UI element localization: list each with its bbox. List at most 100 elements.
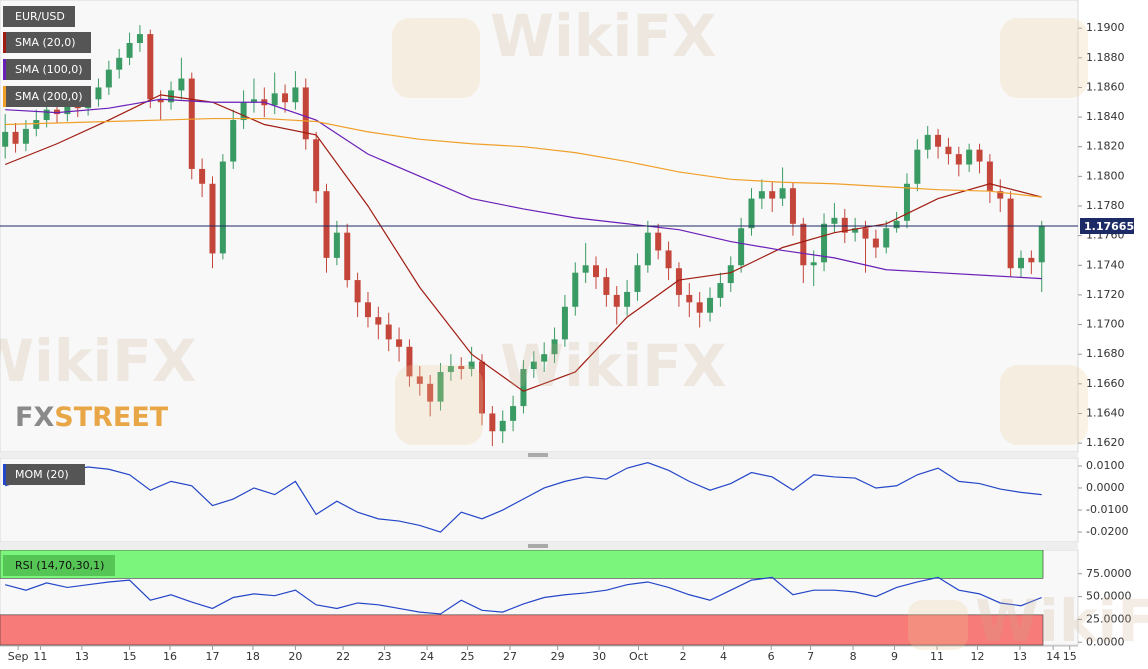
- candle-body: [520, 369, 527, 407]
- logo: FXSTREET: [15, 402, 169, 433]
- indicator-line: [4, 94, 1042, 392]
- candle-body: [406, 346, 413, 377]
- x-tick-label: 30: [592, 650, 606, 663]
- watermark-icon: [1000, 365, 1088, 445]
- x-tick-label: 14: [1046, 650, 1060, 663]
- candle-body: [686, 294, 693, 303]
- oversold-zone: [0, 614, 1044, 646]
- watermark-icon: [392, 18, 480, 98]
- candle-body: [1017, 257, 1024, 269]
- candle-body: [603, 277, 610, 295]
- watermark: WikiFX: [490, 2, 717, 70]
- candle-body: [116, 57, 123, 70]
- candle-body: [54, 109, 61, 115]
- candle-body: [157, 99, 164, 103]
- candle-body: [95, 87, 102, 100]
- last-price-label: 1.17665: [1084, 220, 1134, 233]
- candle-body: [624, 291, 631, 307]
- candle-body: [385, 324, 392, 340]
- candle-body: [613, 294, 620, 307]
- legend-label: SMA (100,0): [15, 63, 83, 76]
- candle-body: [738, 228, 745, 266]
- y-tick-label: 1.1880: [1086, 51, 1125, 64]
- y-tick-label: 1.1860: [1086, 80, 1125, 93]
- y-tick-label: 1.1840: [1086, 110, 1125, 123]
- candle-body: [707, 297, 714, 313]
- candle-body: [427, 383, 434, 402]
- candle-body: [313, 139, 320, 192]
- candle-body: [437, 371, 444, 402]
- legend-label: EUR/USD: [15, 10, 65, 23]
- y-tick-label: 1.1820: [1086, 140, 1125, 153]
- y-tick-label: 50.0000: [1086, 590, 1132, 603]
- watermark-icon: [908, 600, 968, 650]
- candle-body: [147, 34, 154, 100]
- legend-box: [3, 59, 91, 80]
- y-tick-label: 0.0000: [1086, 635, 1125, 648]
- x-tick-label: 2: [680, 650, 687, 663]
- candle-body: [22, 128, 29, 144]
- candle-body: [323, 191, 330, 258]
- candle-body: [541, 354, 548, 362]
- candle-body: [572, 272, 579, 307]
- y-tick-label: 1.1800: [1086, 169, 1125, 182]
- candle-body: [966, 149, 973, 165]
- candle-body: [593, 265, 600, 278]
- candle-body: [510, 406, 517, 421]
- logo-street: STREET: [54, 402, 169, 433]
- candle-body: [292, 87, 299, 103]
- candle-body: [945, 146, 952, 155]
- x-tick-label: 24: [420, 650, 434, 663]
- watermark: WikiFX: [500, 332, 727, 400]
- candle-body: [447, 366, 454, 372]
- candle-body: [396, 339, 403, 347]
- panel-separator: [0, 452, 1078, 458]
- candle-body: [769, 191, 776, 199]
- candle-body: [230, 120, 237, 162]
- x-tick-label: 18: [246, 650, 260, 663]
- candle-body: [126, 42, 133, 58]
- panels: 1.1620 1.1640 1.1660 1.1680 1.1700 1.1720 1.17…: [0, 0, 1134, 663]
- candle-body: [1028, 257, 1035, 263]
- legend-box: [3, 464, 85, 485]
- legend-swatch: [3, 59, 6, 80]
- candle-body: [551, 339, 558, 355]
- candle-body: [634, 265, 641, 292]
- x-tick-label: 25: [460, 650, 474, 663]
- legend-label: SMA (200,0): [15, 90, 83, 103]
- candle-body: [821, 223, 828, 263]
- candle-body: [862, 228, 869, 239]
- legend-box: [3, 32, 91, 53]
- y-tick-label: 1.1720: [1086, 288, 1125, 301]
- candle-body: [727, 265, 734, 284]
- candle-body: [178, 78, 185, 91]
- x-tick-label: 15: [123, 650, 137, 663]
- y-tick-label: 1.1640: [1086, 406, 1125, 419]
- candle-body: [924, 134, 931, 150]
- candle-body: [416, 376, 423, 384]
- x-tick-label: 11: [930, 650, 944, 663]
- y-tick-label: 1.1900: [1086, 21, 1125, 34]
- y-tick-label: 0.0100: [1086, 459, 1125, 472]
- candle-body: [271, 93, 278, 106]
- candle-body: [250, 99, 257, 103]
- watermark-icon: [395, 365, 483, 445]
- candle-body: [986, 161, 993, 192]
- candle-body: [209, 183, 216, 254]
- y-tick-label: 1.1680: [1086, 347, 1125, 360]
- x-tick-label: Sep: [8, 650, 29, 663]
- candle-body: [779, 188, 786, 199]
- x-tick-label: 8: [850, 650, 857, 663]
- legend-label: MOM (20): [15, 468, 69, 481]
- x-tick-label: 13: [75, 650, 89, 663]
- logo-fx: FX: [15, 402, 54, 433]
- legend: EUR/USD SMA (20,0) SMA (100,0) SMA (200,0) M…: [3, 6, 115, 576]
- candle-body: [43, 109, 50, 121]
- candle-body: [136, 34, 143, 43]
- watermark-icon: [1000, 18, 1088, 98]
- candle-body: [468, 361, 475, 370]
- candle-body: [240, 102, 247, 121]
- watermarks: WikiFX WikiFX WikiFX WikiFX FXSTREET: [0, 2, 1148, 655]
- x-tick-label: 6: [768, 650, 775, 663]
